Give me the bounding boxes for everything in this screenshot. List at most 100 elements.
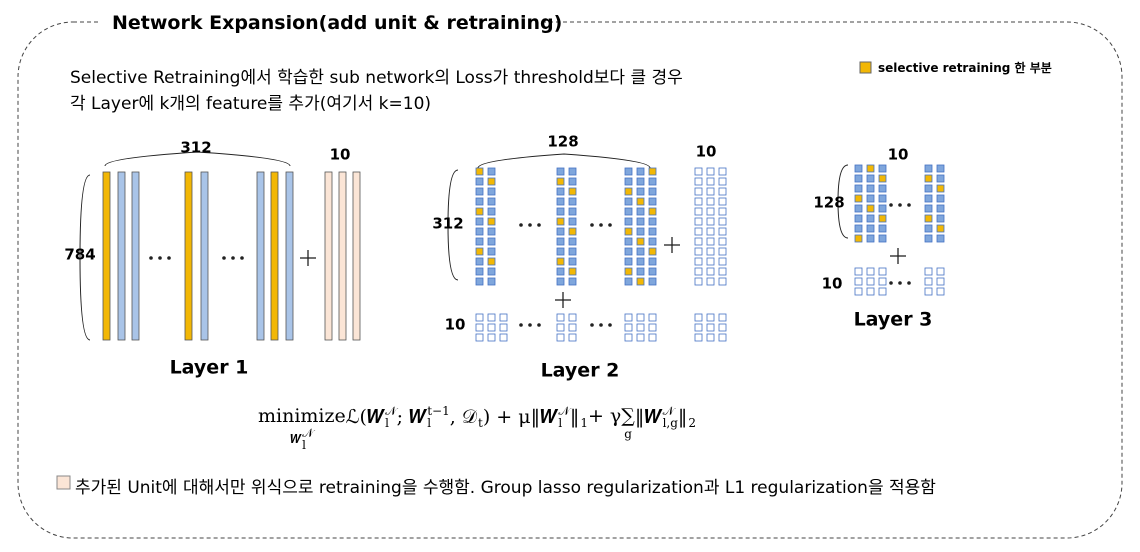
weight-cell bbox=[636, 267, 645, 276]
formula-sub: l bbox=[302, 438, 306, 452]
weight-cell bbox=[706, 187, 715, 196]
weight-cell bbox=[487, 333, 496, 342]
weight-cell bbox=[624, 257, 633, 266]
weight-cell bbox=[475, 247, 484, 256]
weight-cell bbox=[487, 237, 496, 246]
weight-cell bbox=[568, 257, 577, 266]
ellipsis-dot bbox=[528, 323, 532, 327]
ellipsis-dot bbox=[537, 323, 541, 327]
weight-cell bbox=[636, 227, 645, 236]
formula-token: + γ bbox=[588, 405, 621, 427]
weight-cell bbox=[475, 227, 484, 236]
weight-cell bbox=[694, 277, 703, 286]
weight-cell bbox=[556, 257, 565, 266]
formula-script: 2 bbox=[688, 405, 696, 429]
weight-cell bbox=[624, 313, 633, 322]
label: Layer 2 bbox=[541, 360, 620, 382]
formula-script: t−1 l bbox=[427, 405, 450, 429]
title: Network Expansion(add unit & retraining) bbox=[112, 12, 563, 34]
weight-cell bbox=[936, 267, 945, 276]
weight-cell bbox=[694, 207, 703, 216]
weight-cell bbox=[568, 267, 577, 276]
weight-cell bbox=[694, 313, 703, 322]
formula-text: ∑ bbox=[621, 405, 635, 427]
weight-cell bbox=[648, 323, 657, 332]
weight-cell bbox=[636, 167, 645, 176]
ellipsis-dot bbox=[599, 323, 603, 327]
brace bbox=[477, 153, 651, 169]
weight-cell bbox=[866, 194, 875, 203]
weight-cell bbox=[568, 197, 577, 206]
ellipsis-dot bbox=[907, 203, 911, 207]
weight-cell bbox=[475, 277, 484, 286]
formula-text: g bbox=[624, 427, 632, 441]
formula-sub: l bbox=[427, 416, 432, 430]
weight-cell bbox=[475, 177, 484, 186]
formula-text: ℒ(𝑾 bbox=[345, 406, 385, 428]
weight-cell bbox=[924, 287, 933, 296]
description: Selective Retraining에서 학습한 sub network의 … bbox=[70, 68, 683, 88]
weight-cell bbox=[718, 323, 727, 332]
weight-cell bbox=[556, 267, 565, 276]
weight-cell bbox=[648, 177, 657, 186]
frame bbox=[17, 21, 1123, 539]
formula-text: ‖ bbox=[569, 406, 580, 428]
weight-cell bbox=[706, 257, 715, 266]
weight-cell bbox=[706, 313, 715, 322]
weight-cell bbox=[624, 217, 633, 226]
formula-token: ‖ 1 bbox=[570, 405, 588, 429]
weight-cell bbox=[636, 323, 645, 332]
weight-cell bbox=[475, 217, 484, 226]
weight-cell bbox=[706, 177, 715, 186]
weight-cell bbox=[556, 247, 565, 256]
weight-cell bbox=[624, 323, 633, 332]
weight-cell bbox=[854, 194, 863, 203]
weight-cell bbox=[718, 177, 727, 186]
weight-cell bbox=[694, 237, 703, 246]
weight-cell bbox=[568, 237, 577, 246]
weight-cell bbox=[636, 187, 645, 196]
weight-cell bbox=[636, 333, 645, 342]
weight-cell bbox=[568, 277, 577, 286]
weight-cell bbox=[706, 247, 715, 256]
formula-token: ∑ bbox=[621, 405, 635, 427]
ellipsis-dot bbox=[158, 256, 162, 260]
formula-text: ‖𝑾 bbox=[634, 406, 662, 428]
label: 10 bbox=[888, 146, 909, 164]
weight-cell bbox=[475, 257, 484, 266]
weight-cell bbox=[936, 287, 945, 296]
weight-cell bbox=[487, 323, 496, 332]
weight-cell bbox=[694, 197, 703, 206]
formula-sub: 2 bbox=[688, 416, 697, 430]
weight-cell bbox=[924, 277, 933, 286]
weight-cell bbox=[924, 214, 933, 223]
weight-cell bbox=[694, 187, 703, 196]
weight-cell bbox=[648, 227, 657, 236]
formula-text: ‖ bbox=[677, 406, 688, 428]
weight-cell bbox=[499, 323, 508, 332]
weight-cell bbox=[924, 267, 933, 276]
weight-cell bbox=[556, 237, 565, 246]
weight-cell bbox=[487, 227, 496, 236]
formula-sup: 𝒩 bbox=[302, 426, 314, 440]
weight-cell bbox=[568, 333, 577, 342]
weight-cell bbox=[854, 204, 863, 213]
weight-cell bbox=[924, 174, 933, 183]
formula-text: , 𝒟 bbox=[449, 406, 477, 428]
label: Layer 1 bbox=[170, 357, 249, 379]
weight-cell bbox=[878, 194, 887, 203]
weight-cell bbox=[718, 207, 727, 216]
weight-cell bbox=[878, 164, 887, 173]
weight-cell bbox=[556, 277, 565, 286]
unit-bar bbox=[117, 171, 126, 341]
weight-cell bbox=[854, 224, 863, 233]
weight-cell bbox=[694, 167, 703, 176]
weight-cell bbox=[487, 187, 496, 196]
weight-cell bbox=[694, 257, 703, 266]
